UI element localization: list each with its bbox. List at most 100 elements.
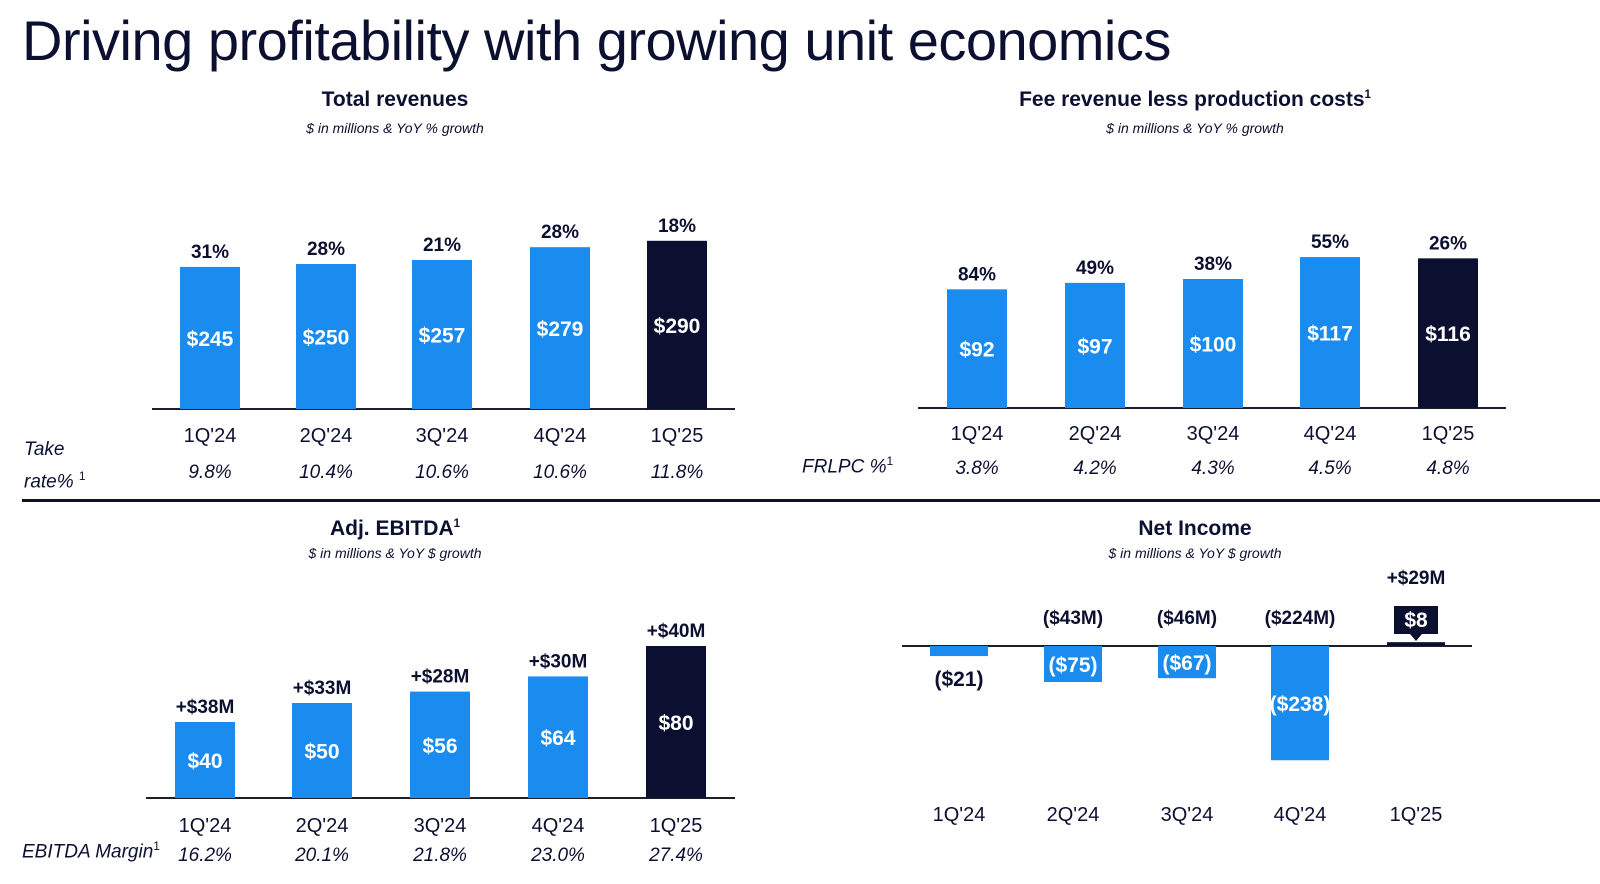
chart-title: Fee revenue less production costs1: [1019, 88, 1371, 111]
growth-label: 31%: [191, 242, 229, 263]
row-value: 10.6%: [415, 462, 469, 483]
row-value: 4.5%: [1308, 458, 1351, 479]
row-value: 3.8%: [955, 458, 998, 479]
value-label: $116: [1425, 323, 1471, 346]
growth-label: ($43M): [1043, 608, 1103, 629]
chart-adj-ebitda: Adj. EBITDA1 $ in millions & YoY $ growt…: [0, 505, 790, 884]
row-value: 4.3%: [1191, 458, 1234, 479]
value-label: ($75): [1048, 654, 1097, 677]
category-label: 2Q'24: [1047, 804, 1100, 826]
category-label: 3Q'24: [1187, 423, 1240, 445]
bar: [1158, 646, 1216, 679]
bar: [296, 264, 356, 409]
growth-label: 18%: [658, 216, 696, 237]
value-label: $257: [419, 324, 466, 347]
chart-plot: $40 +$38M 1Q'24 16.2% $50 +$33M 2Q'24 20.1% $56 +…: [146, 621, 735, 866]
bar: [930, 646, 988, 657]
category-label: 1Q'24: [951, 423, 1004, 445]
value-label: $92: [959, 339, 994, 362]
category-label: 3Q'24: [1161, 804, 1214, 826]
category-label: 4Q'24: [532, 815, 585, 837]
row-value: 27.4%: [648, 845, 703, 866]
value-label: $250: [303, 327, 350, 350]
value-label: ($238): [1270, 693, 1331, 716]
chart-subtitle: $ in millions & YoY % growth: [1106, 120, 1284, 136]
chart-plot: $92 84% 1Q'24 3.8% $97 49% 2Q'24 4.2% $100 38% 3Q'…: [918, 232, 1506, 479]
value-label-pointer: [1410, 634, 1422, 641]
bar: [947, 289, 1007, 408]
chart-subtitle: $ in millions & YoY % growth: [306, 120, 484, 136]
row-value: 21.8%: [412, 845, 467, 866]
bar: [292, 703, 352, 798]
growth-label: +$38M: [176, 697, 235, 718]
bar: [1418, 258, 1478, 408]
chart-subtitle: $ in millions & YoY $ growth: [1108, 545, 1282, 561]
value-label: $80: [658, 712, 693, 735]
category-label: 2Q'24: [296, 815, 349, 837]
growth-label: ($224M): [1265, 608, 1336, 629]
bar: [1271, 646, 1329, 761]
growth-label: ($46M): [1157, 608, 1217, 629]
row-value: 10.6%: [533, 462, 587, 483]
row-label-take-rate: Take rate% 1: [24, 439, 86, 493]
bar: [530, 247, 590, 409]
growth-label: +$40M: [647, 621, 706, 642]
chart-plot: ($21) 1Q'24 ($75) ($43M) 2Q'24 ($67) ($46M) 3Q'…: [902, 568, 1472, 826]
category-label: 1Q'25: [1390, 804, 1443, 826]
section-divider: [22, 499, 1600, 502]
row-value: 4.2%: [1073, 458, 1116, 479]
growth-label: +$29M: [1387, 568, 1446, 589]
category-label: 1Q'24: [933, 804, 986, 826]
growth-label: +$33M: [293, 678, 352, 699]
bar: [528, 676, 588, 798]
bar: [647, 240, 707, 409]
bar: [410, 691, 470, 798]
growth-label: 49%: [1076, 258, 1114, 279]
chart-net-income: Net Income $ in millions & YoY $ growth …: [790, 505, 1600, 884]
chart-frlpc: Fee revenue less production costs1 $ in …: [790, 80, 1600, 500]
bar: [412, 259, 472, 409]
row-value: 20.1%: [294, 845, 349, 866]
value-label: $50: [304, 741, 339, 764]
value-label: $97: [1077, 335, 1112, 358]
row-label-frlpc: FRLPC %1: [802, 454, 894, 478]
value-label-box: [1394, 606, 1438, 634]
value-label: $290: [654, 315, 701, 338]
category-label: 1Q'24: [179, 815, 232, 837]
row-value: 16.2%: [178, 845, 232, 866]
value-label: $117: [1307, 323, 1353, 346]
bar: [1183, 279, 1243, 408]
chart-total-revenues: Total revenues $ in millions & YoY % gro…: [0, 80, 790, 500]
category-label: 4Q'24: [534, 425, 587, 447]
growth-label: 38%: [1194, 254, 1232, 275]
value-label: $56: [422, 735, 457, 758]
chart-plot: $245 31% 1Q'24 9.8% $250 28% 2Q'24 10.4% $257 21%…: [152, 216, 735, 483]
row-value: 23.0%: [530, 845, 585, 866]
category-label: 1Q'25: [651, 425, 704, 447]
growth-label: +$30M: [529, 651, 588, 672]
value-label: $279: [537, 318, 584, 341]
bar: [646, 646, 706, 798]
chart-title: Net Income: [1138, 517, 1252, 540]
value-label: ($67): [1162, 652, 1211, 675]
bar: [1065, 282, 1125, 408]
value-label: $8: [1404, 609, 1428, 632]
value-label: ($21): [934, 668, 983, 691]
growth-label: 84%: [958, 264, 996, 285]
bar: [1300, 257, 1360, 408]
page-title: Driving profitability with growing unit …: [22, 9, 1171, 72]
value-label: $245: [187, 328, 234, 351]
growth-label: 55%: [1311, 232, 1349, 253]
category-label: 1Q'25: [650, 815, 703, 837]
bar: [180, 266, 240, 409]
chart-title: Adj. EBITDA1: [329, 517, 461, 540]
category-label: 1Q'24: [184, 425, 237, 447]
growth-label: 26%: [1429, 233, 1467, 254]
growth-label: +$28M: [411, 667, 470, 688]
category-label: 3Q'24: [414, 815, 467, 837]
value-label: $100: [1190, 334, 1237, 357]
row-value: 10.4%: [299, 462, 353, 483]
category-label: 4Q'24: [1304, 423, 1357, 445]
row-value: 11.8%: [651, 462, 704, 483]
category-label: 3Q'24: [416, 425, 469, 447]
